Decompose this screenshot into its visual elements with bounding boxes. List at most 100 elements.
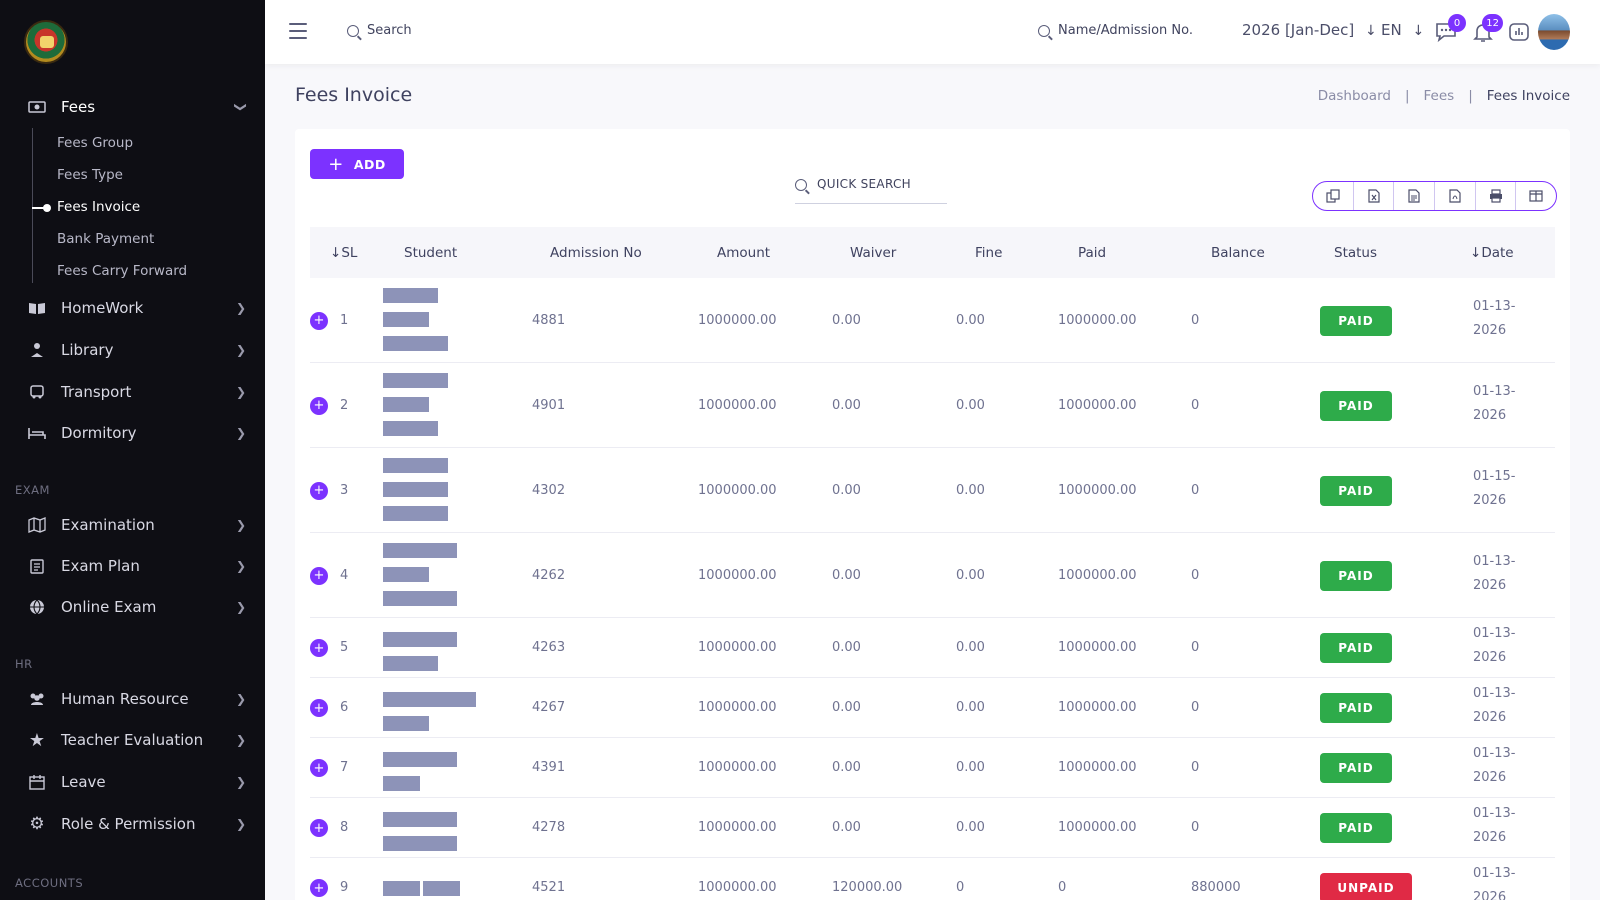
excel-button[interactable] [1354, 182, 1395, 210]
arrow-down-icon: ↓ [1365, 23, 1377, 39]
chat-badge: 0 [1448, 14, 1466, 32]
breadcrumb-separator: | [1468, 88, 1473, 104]
sidebar-item-library[interactable]: Library ❯ [0, 334, 265, 366]
column-header-waiver[interactable]: Waiver [850, 244, 897, 261]
column-header-amount[interactable]: Amount [717, 244, 771, 261]
sidebar-sub-fees-group[interactable]: Fees Group [57, 135, 134, 151]
expand-row-button[interactable]: + [310, 699, 328, 717]
redacted-student-name [383, 288, 438, 303]
sidebar-item-dormitory[interactable]: Dormitory ❯ [0, 417, 265, 449]
cell-paid: 1000000.00 [1058, 397, 1137, 413]
expand-row-button[interactable]: + [310, 311, 328, 330]
pdf-button[interactable] [1435, 182, 1476, 210]
map-icon [27, 515, 47, 535]
stats-icon[interactable] [1507, 20, 1531, 44]
column-header-label: Date [1481, 244, 1514, 261]
date-part: 01-13- [1473, 298, 1516, 314]
cell-paid: 1000000.00 [1058, 700, 1137, 715]
sidebar-sub-fees-carry-forward[interactable]: Fees Carry Forward [57, 263, 188, 279]
column-header-fine[interactable]: Fine [975, 244, 1003, 261]
print-button[interactable] [1476, 182, 1517, 210]
breadcrumb-fees[interactable]: Fees [1423, 88, 1455, 104]
search-input[interactable]: Search [347, 23, 412, 38]
expand-row-button[interactable]: + [310, 759, 328, 777]
column-header-balance[interactable]: Balance [1211, 244, 1265, 261]
cell-balance: 0 [1191, 397, 1200, 413]
column-header-admission-no[interactable]: Admission No [550, 244, 642, 261]
sidebar-item-exam-plan[interactable]: Exam Plan ❯ [0, 550, 265, 582]
menu-toggle-icon[interactable] [289, 23, 307, 39]
expand-row-button[interactable]: + [310, 819, 328, 837]
table-row: +6 4267 1000000.00 0.00 0.00 1000000.00 0 PAID 0… [310, 678, 1555, 738]
cell-sl: 8 [340, 820, 349, 835]
chat-icon[interactable]: 0 [1434, 14, 1466, 44]
sidebar-item-role-permission[interactable]: ⚙ Role & Permission ❯ [0, 808, 265, 840]
cell-admission-no: 4881 [532, 312, 566, 328]
quick-search-input[interactable]: QUICK SEARCH [795, 177, 947, 204]
redacted-student-name [383, 591, 457, 606]
sidebar-sub-bank-payment[interactable]: Bank Payment [57, 231, 155, 247]
calendar-icon [27, 772, 47, 792]
chevron-right-icon: ❯ [236, 518, 247, 532]
cell-sl: 3 [340, 482, 349, 498]
sidebar-item-label: Library [61, 341, 114, 359]
chevron-right-icon: ❯ [236, 343, 247, 357]
copy-button[interactable] [1313, 182, 1354, 210]
expand-row-button[interactable]: + [310, 639, 328, 657]
sidebar-item-homework[interactable]: HomeWork ❯ [0, 292, 265, 324]
cell-paid: 1000000.00 [1058, 567, 1137, 583]
expand-row-button[interactable]: + [310, 396, 328, 415]
chevron-right-icon: ❯ [236, 775, 247, 789]
expand-row-button[interactable]: + [310, 566, 328, 585]
cell-amount: 1000000.00 [698, 397, 777, 413]
cell-fine: 0.00 [956, 700, 985, 715]
users-icon [27, 689, 47, 709]
column-header-status[interactable]: Status [1334, 244, 1378, 261]
expand-row-button[interactable]: + [310, 481, 328, 500]
sidebar-item-human-resource[interactable]: Human Resource ❯ [0, 683, 265, 715]
sidebar-item-online-exam[interactable]: Online Exam ❯ [0, 591, 265, 623]
sidebar-sub-fees-type[interactable]: Fees Type [57, 167, 123, 183]
chevron-right-icon: ❯ [236, 817, 247, 831]
sidebar-item-label: Human Resource [61, 690, 189, 708]
cell-sl: 7 [340, 760, 349, 775]
sidebar-item-examination[interactable]: Examination ❯ [0, 509, 265, 541]
csv-button[interactable] [1394, 182, 1436, 210]
cell-admission-no: 4278 [532, 820, 566, 835]
cell-amount: 1000000.00 [698, 880, 777, 895]
language-select[interactable]: EN ↓ [1381, 21, 1424, 39]
sidebar-sub-fees-invoice[interactable]: Fees Invoice [57, 199, 141, 215]
search-icon [795, 179, 807, 191]
column-header-sl[interactable]: ↓SL [330, 245, 357, 261]
user-avatar[interactable] [1538, 14, 1570, 50]
export-button-group [1312, 181, 1557, 211]
cell-waiver: 120000.00 [832, 880, 903, 895]
expand-row-button[interactable]: + [310, 879, 328, 897]
sidebar-item-leave[interactable]: Leave ❯ [0, 766, 265, 798]
column-header-paid[interactable]: Paid [1078, 244, 1107, 261]
bell-icon[interactable]: 12 [1471, 14, 1503, 44]
status-badge: PAID [1320, 390, 1392, 421]
sidebar-item-teacher-evaluation[interactable]: ★ Teacher Evaluation ❯ [0, 724, 265, 756]
status-badge: PAID [1320, 813, 1392, 843]
redacted-student-name [383, 312, 429, 327]
date-part: 2026 [1473, 322, 1507, 338]
column-visibility-button[interactable] [1516, 182, 1556, 210]
cell-date: 01-13- 2026 [1473, 742, 1515, 790]
redacted-student-name [383, 567, 429, 582]
add-button[interactable]: + ADD [310, 149, 404, 179]
student-search-label: Name/Admission No. [1058, 23, 1193, 38]
school-logo[interactable] [24, 20, 68, 64]
sidebar-item-fees[interactable]: Fees ❯ [0, 91, 265, 123]
cell-fine: 0.00 [956, 397, 985, 413]
chevron-right-icon: ❯ [236, 692, 247, 706]
student-search-input[interactable]: Name/Admission No. [1038, 23, 1193, 38]
academic-year-select[interactable]: 2026 [Jan-Dec] ↓ [1242, 21, 1377, 39]
submenu-line [32, 128, 33, 283]
breadcrumb-dashboard[interactable]: Dashboard [1317, 88, 1391, 104]
date-part: 2026 [1473, 407, 1507, 423]
column-header-student[interactable]: Student [404, 244, 458, 261]
date-part: 01-13- [1473, 553, 1516, 569]
column-header-date[interactable]: ↓Date [1470, 245, 1514, 261]
sidebar-item-transport[interactable]: Transport ❯ [0, 376, 265, 408]
